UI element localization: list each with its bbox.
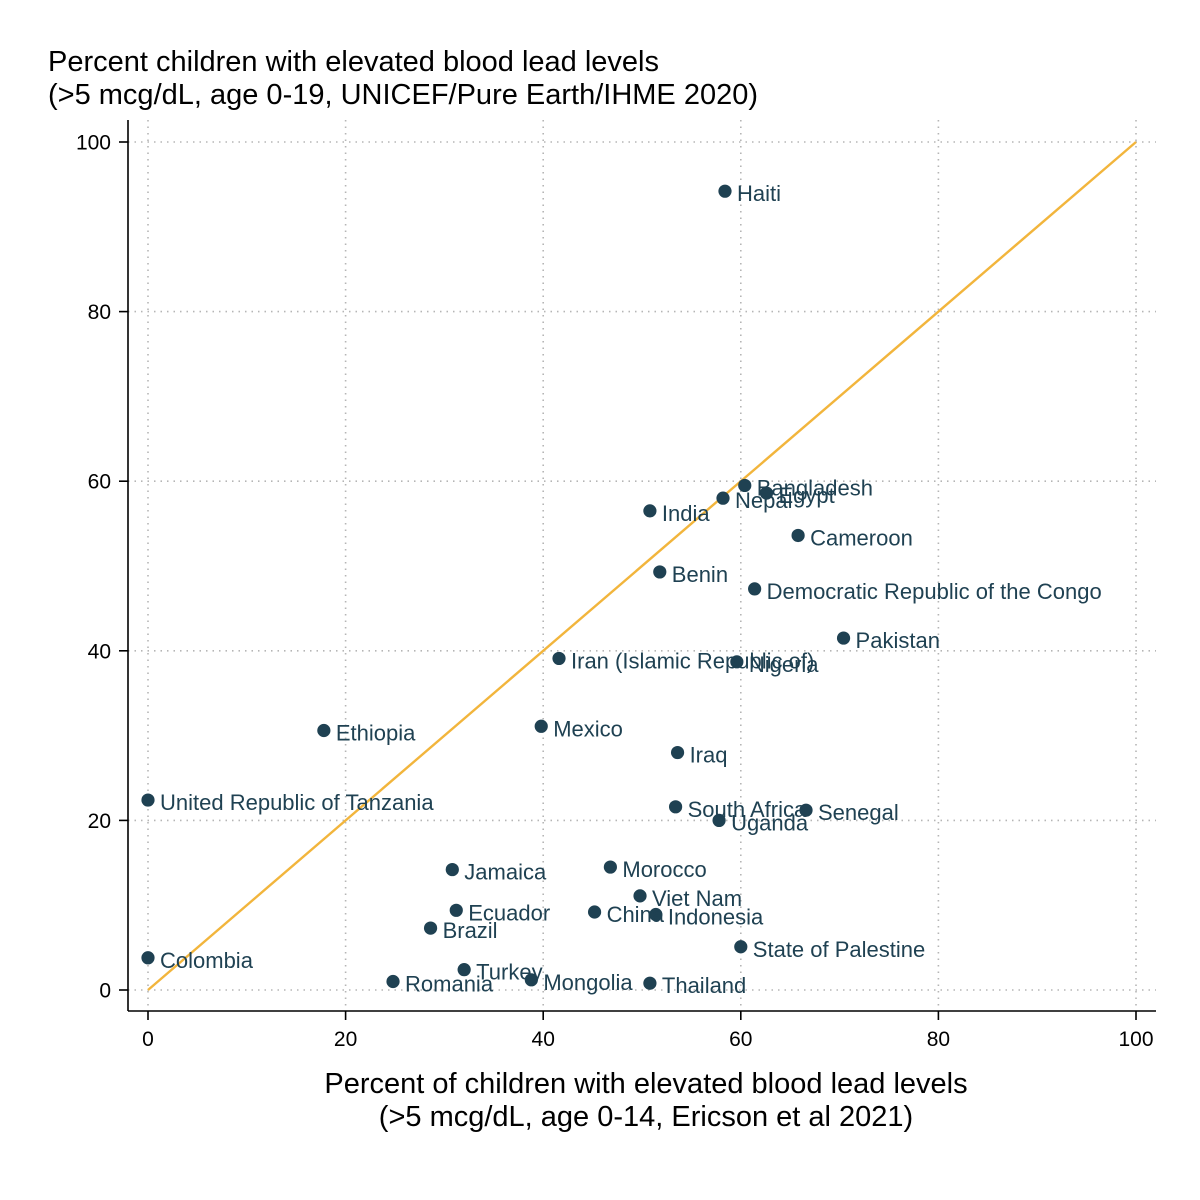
- label-nigeria: Nigeria: [749, 652, 819, 677]
- point-united-republic-of-tanzania: [141, 793, 155, 807]
- label-ecuador: Ecuador: [468, 900, 550, 925]
- point-viet-nam: [633, 889, 647, 903]
- point-indonesia: [649, 907, 663, 922]
- label-state-of-palestine: State of Palestine: [753, 937, 925, 962]
- label-pakistan: Pakistan: [856, 628, 940, 653]
- y-tick-label-1: 20: [88, 810, 111, 833]
- x-axis-title-line-1: Percent of children with elevated blood …: [324, 1068, 968, 1100]
- point-ecuador: [449, 903, 463, 917]
- point-india: [643, 504, 657, 518]
- point-south-africa: [668, 800, 683, 814]
- title-line-1: Percent children with elevated blood lea…: [48, 46, 659, 78]
- y-tick-label-2: 40: [88, 640, 111, 663]
- y-tick-label-0: 0: [99, 980, 111, 1003]
- point-ethiopia: [317, 723, 331, 738]
- label-senegal: Senegal: [818, 800, 899, 825]
- label-viet-nam: Viet Nam: [652, 886, 742, 911]
- label-egypt: Egypt: [778, 483, 834, 508]
- y-tick-label-4: 80: [88, 301, 111, 324]
- data-points: [141, 184, 851, 990]
- point-mongolia: [524, 973, 538, 987]
- x-tick-label-0: 0: [142, 1028, 154, 1051]
- label-indonesia: Indonesia: [668, 905, 764, 930]
- label-china: China: [607, 902, 665, 927]
- label-morocco: Morocco: [622, 857, 706, 882]
- point-uganda: [712, 813, 726, 828]
- label-thailand: Thailand: [662, 973, 746, 998]
- x-tick-label-2: 40: [532, 1028, 555, 1051]
- point-thailand: [643, 976, 657, 990]
- label-brazil: Brazil: [443, 918, 498, 943]
- label-iran-islamic-republic-of: Iran (Islamic Republic of): [571, 648, 814, 673]
- point-china: [587, 905, 602, 919]
- label-india: India: [662, 501, 710, 526]
- reference-line-group: [147, 141, 1137, 991]
- label-mongolia: Mongolia: [543, 970, 633, 995]
- point-iran-islamic-republic-of: [552, 651, 566, 666]
- point-jamaica: [445, 862, 459, 877]
- point-mexico: [534, 719, 548, 733]
- x-axis-title-line-2: (>5 mcg/dL, age 0-14, Ericson et al 2021…: [378, 1101, 914, 1133]
- label-ethiopia: Ethiopia: [336, 721, 416, 746]
- point-brazil: [423, 921, 438, 935]
- point-democratic-republic-of-the-congo: [748, 582, 762, 596]
- point-bangladesh: [738, 478, 752, 493]
- label-united-republic-of-tanzania: United Republic of Tanzania: [160, 790, 434, 815]
- point-pakistan: [836, 631, 851, 645]
- point-morocco: [603, 860, 617, 874]
- label-turkey: Turkey: [476, 960, 542, 985]
- point-senegal: [799, 803, 813, 817]
- x-tick-label-5: 100: [1118, 1028, 1153, 1051]
- label-jamaica: Jamaica: [464, 860, 547, 885]
- label-cameroon: Cameroon: [810, 525, 913, 550]
- x-axis-title: Percent of children with elevated blood …: [0, 1068, 1200, 1134]
- grid-lines: [128, 120, 1156, 1011]
- title-line-2: (>5 mcg/dL, age 0-19, UNICEF/Pure Earth/…: [48, 79, 759, 111]
- label-uganda: Uganda: [731, 810, 809, 835]
- label-democratic-republic-of-the-congo: Democratic Republic of the Congo: [767, 579, 1102, 604]
- x-tick-label-1: 20: [334, 1028, 357, 1051]
- point-nepal: [716, 491, 730, 505]
- label-mexico: Mexico: [553, 716, 623, 741]
- label-haiti: Haiti: [737, 181, 781, 206]
- point-benin: [653, 565, 667, 579]
- reference-line: [147, 141, 1137, 991]
- label-romania: Romania: [405, 972, 494, 997]
- point-egypt: [759, 486, 774, 500]
- x-tick-label-3: 60: [729, 1028, 752, 1051]
- chart-title: Percent children with elevated blood lea…: [48, 46, 758, 112]
- point-haiti: [718, 184, 732, 198]
- axes: 0 20 40 60 80 100 0 20 40 60 80 100: [76, 120, 1156, 1051]
- point-romania: [386, 974, 400, 989]
- label-south-africa: South Africa: [688, 797, 807, 822]
- label-iraq: Iraq: [690, 743, 728, 768]
- x-tick-label-4: 80: [927, 1028, 950, 1051]
- label-nepal: Nepal: [735, 488, 792, 513]
- label-bangladesh: Bangladesh: [757, 475, 873, 500]
- point-colombia: [141, 951, 155, 965]
- point-cameroon: [791, 528, 805, 543]
- label-benin: Benin: [672, 562, 728, 587]
- point-iraq: [670, 745, 685, 760]
- point-nigeria: [730, 655, 744, 669]
- point-state-of-palestine: [734, 940, 748, 954]
- point-turkey: [457, 963, 471, 977]
- y-tick-label-5: 100: [76, 132, 111, 155]
- label-colombia: Colombia: [160, 948, 254, 973]
- y-tick-label-3: 60: [88, 471, 111, 494]
